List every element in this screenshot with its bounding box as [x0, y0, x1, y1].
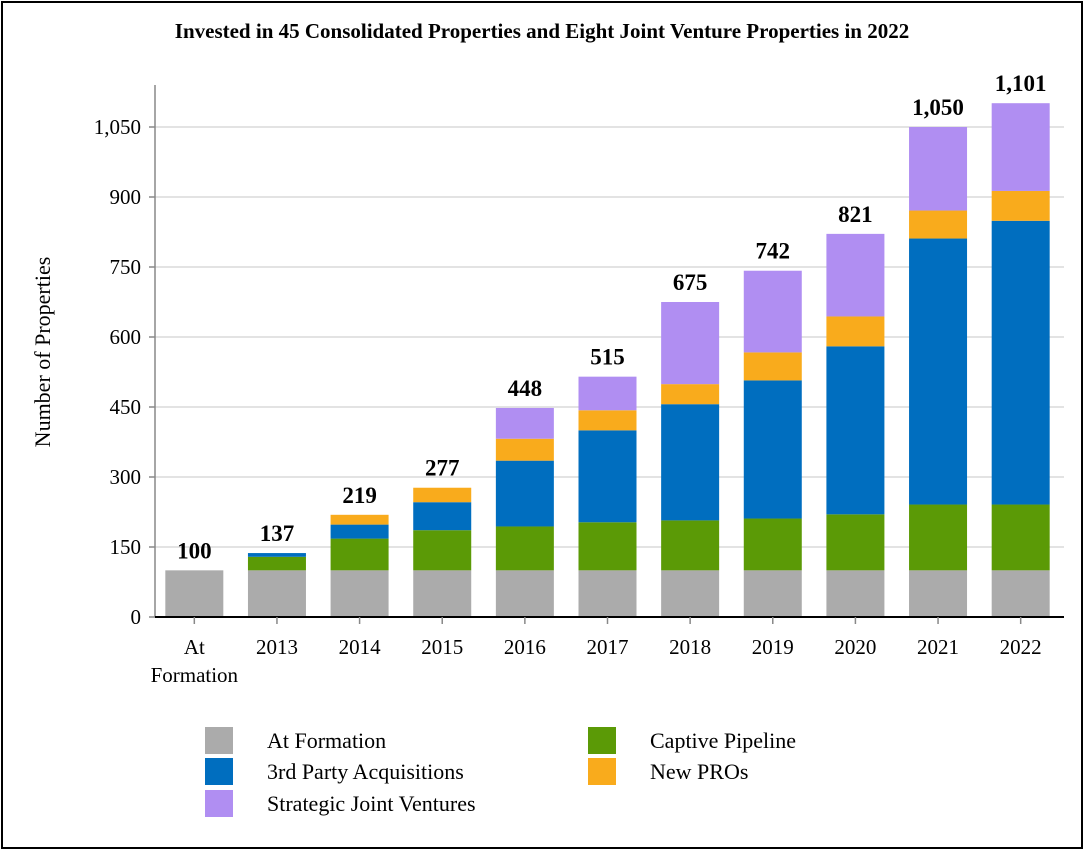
bar-segment-captive-pipeline [413, 530, 472, 571]
bar-segment-captive-pipeline [247, 556, 306, 571]
bar-segment-3rd-party-acquisitions [330, 524, 389, 539]
chart-title: Invested in 45 Consolidated Properties a… [175, 19, 909, 43]
bar-segment-strategic-joint-ventures [495, 407, 554, 439]
y-tick-label: 300 [110, 465, 142, 489]
legend-label: Strategic Joint Ventures [267, 791, 476, 816]
x-tick-label: 2022 [1000, 635, 1042, 659]
bar-segment-strategic-joint-ventures [661, 302, 720, 385]
legend-item: Strategic Joint Ventures [205, 790, 476, 817]
bar-segment-at-formation [247, 570, 306, 617]
bar-segment-strategic-joint-ventures [578, 376, 637, 411]
bar-segment-captive-pipeline [495, 526, 554, 571]
total-label: 100 [177, 538, 212, 563]
bar-segment-3rd-party-acquisitions [247, 553, 306, 557]
bar-segment-new-pros [909, 210, 968, 239]
bar-segment-3rd-party-acquisitions [578, 430, 637, 523]
bar-segment-new-pros [991, 190, 1050, 221]
x-tick-label: 2019 [752, 635, 794, 659]
bar-segment-3rd-party-acquisitions [743, 380, 802, 519]
x-tick-label: 2016 [504, 635, 546, 659]
bar-segment-new-pros [743, 352, 802, 381]
total-label: 277 [425, 456, 460, 481]
bar-segment-new-pros [330, 514, 389, 525]
y-tick-label: 900 [110, 185, 142, 209]
bar-segment-captive-pipeline [991, 504, 1050, 571]
y-tick-label: 150 [110, 535, 142, 559]
legend-swatch [205, 758, 233, 785]
x-tick-label: 2017 [587, 635, 629, 659]
legend-label: Captive Pipeline [650, 728, 796, 753]
legend-item: 3rd Party Acquisitions [205, 758, 464, 785]
bar-segment-at-formation [330, 570, 389, 617]
legend-item: At Formation [205, 727, 386, 754]
bar-segment-at-formation [991, 570, 1050, 617]
bar-segment-strategic-joint-ventures [743, 270, 802, 353]
y-tick-label: 1,050 [94, 115, 141, 139]
x-tick-label: 2015 [421, 635, 463, 659]
bar-segment-at-formation [909, 570, 968, 617]
total-label: 448 [508, 376, 543, 401]
bar-segment-at-formation [661, 570, 720, 617]
y-axis-label: Number of Properties [30, 257, 55, 448]
bar-segment-3rd-party-acquisitions [495, 460, 554, 527]
bars: 100 137 219 277 448 515 675 742 821 1,050 1,101 [165, 71, 1050, 617]
bar-segment-3rd-party-acquisitions [826, 346, 885, 515]
total-label: 742 [756, 239, 791, 264]
bar-segment-3rd-party-acquisitions [413, 502, 472, 531]
bar-segment-3rd-party-acquisitions [661, 404, 720, 521]
legend-label: At Formation [267, 728, 386, 753]
bar-segment-strategic-joint-ventures [991, 103, 1050, 191]
bar-segment-new-pros [661, 384, 720, 405]
x-tick-label: 2013 [256, 635, 298, 659]
bar-segment-strategic-joint-ventures [909, 127, 968, 211]
bar-segment-at-formation [743, 570, 802, 617]
x-tick-label: 2021 [917, 635, 959, 659]
bar-segment-at-formation [165, 570, 224, 617]
bar-segment-captive-pipeline [578, 522, 637, 571]
y-tick-label: 750 [110, 255, 142, 279]
bar-segment-new-pros [495, 438, 554, 461]
bar-segment-captive-pipeline [661, 520, 720, 571]
bar-segment-at-formation [413, 570, 472, 617]
legend-swatch [588, 758, 616, 785]
bar-segment-3rd-party-acquisitions [909, 238, 968, 505]
bar-segment-strategic-joint-ventures [826, 233, 885, 317]
legend-label: 3rd Party Acquisitions [267, 759, 464, 784]
y-tick-label: 600 [110, 325, 142, 349]
total-label: 137 [260, 521, 295, 546]
bar-segment-at-formation [495, 570, 554, 617]
total-label: 515 [590, 345, 625, 370]
y-tick-label: 450 [110, 395, 142, 419]
bar-segment-captive-pipeline [909, 504, 968, 571]
x-tick-label: At Formation [151, 635, 239, 687]
bar-segment-new-pros [826, 316, 885, 347]
legend-item: Captive Pipeline [588, 727, 796, 754]
legend-item: New PROs [588, 758, 748, 785]
bar-segment-at-formation [826, 570, 885, 617]
legend-swatch [205, 727, 233, 754]
total-label: 219 [342, 483, 377, 508]
axes: 0 150 300 450 600 750 900 1,050 At Formation 2013 2… [94, 85, 1064, 687]
bar-segment-at-formation [578, 570, 637, 617]
bar-segment-captive-pipeline [826, 514, 885, 571]
bar-segment-3rd-party-acquisitions [991, 220, 1050, 505]
bar-segment-new-pros [578, 410, 637, 431]
total-label: 675 [673, 270, 708, 295]
bar-segment-new-pros [413, 487, 472, 503]
x-tick-label: 2018 [669, 635, 711, 659]
bar-segment-captive-pipeline [743, 518, 802, 571]
total-label: 1,050 [912, 95, 964, 120]
total-label: 1,101 [995, 71, 1047, 96]
y-tick-label: 0 [131, 605, 142, 629]
x-tick-label: 2014 [339, 635, 382, 659]
legend-swatch [588, 727, 616, 754]
bar-segment-captive-pipeline [330, 538, 389, 571]
total-label: 821 [838, 202, 873, 227]
x-tick-label: 2020 [834, 635, 876, 659]
legend-label: New PROs [650, 759, 748, 784]
legend: At Formation 3rd Party Acquisitions Strate… [205, 727, 796, 817]
legend-swatch [205, 790, 233, 817]
